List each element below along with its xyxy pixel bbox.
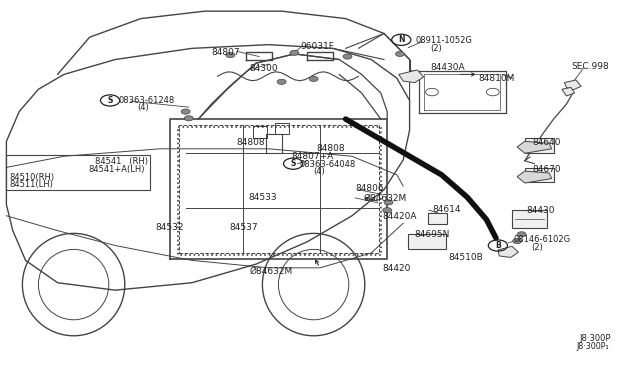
Text: 96031F: 96031F xyxy=(301,42,335,51)
Polygon shape xyxy=(399,70,424,83)
Text: 84695N: 84695N xyxy=(415,230,450,239)
Text: S: S xyxy=(291,159,296,168)
Text: 84300: 84300 xyxy=(250,64,278,73)
Polygon shape xyxy=(562,87,575,96)
Text: 84614: 84614 xyxy=(432,205,461,214)
Text: 84640: 84640 xyxy=(532,138,561,147)
Text: 84541+A(LH): 84541+A(LH) xyxy=(88,165,145,174)
Text: 84541   (RH): 84541 (RH) xyxy=(95,157,148,166)
Text: 84670: 84670 xyxy=(532,165,561,174)
Text: 84510(RH): 84510(RH) xyxy=(10,173,55,182)
Circle shape xyxy=(517,232,526,237)
Circle shape xyxy=(396,51,404,57)
Text: (2): (2) xyxy=(431,44,442,53)
Text: 08911-1052G: 08911-1052G xyxy=(416,36,473,45)
Text: 84510B: 84510B xyxy=(448,253,483,262)
Circle shape xyxy=(184,116,193,121)
Text: (4): (4) xyxy=(314,167,325,176)
Text: B: B xyxy=(495,241,500,250)
Text: 84533: 84533 xyxy=(248,193,277,202)
Text: Ø84632M: Ø84632M xyxy=(364,193,407,202)
Circle shape xyxy=(384,200,393,205)
Text: Ø84632M: Ø84632M xyxy=(250,267,293,276)
Text: 84807+A: 84807+A xyxy=(291,152,333,161)
Circle shape xyxy=(383,208,392,213)
Text: J8·300P₁: J8·300P₁ xyxy=(576,342,609,351)
Circle shape xyxy=(513,238,522,244)
Text: 84808: 84808 xyxy=(237,138,266,147)
Circle shape xyxy=(226,52,235,58)
Text: 84808: 84808 xyxy=(317,144,346,153)
Text: 08363-64048: 08363-64048 xyxy=(300,160,356,169)
Text: 84810M: 84810M xyxy=(479,74,515,83)
Text: 08146-6102G: 08146-6102G xyxy=(513,235,570,244)
Text: (4): (4) xyxy=(138,103,149,112)
Text: 84420: 84420 xyxy=(383,264,411,273)
Polygon shape xyxy=(517,141,552,153)
Text: 84532: 84532 xyxy=(156,223,184,232)
Text: 84511(LH): 84511(LH) xyxy=(10,180,54,189)
Bar xyxy=(6,155,150,190)
Polygon shape xyxy=(498,246,518,257)
Text: N: N xyxy=(398,35,404,44)
Text: (2): (2) xyxy=(531,243,543,252)
Bar xyxy=(428,213,447,224)
Text: 84430: 84430 xyxy=(526,206,555,215)
Circle shape xyxy=(290,50,299,55)
Text: S: S xyxy=(108,96,113,105)
Circle shape xyxy=(309,76,318,81)
Bar xyxy=(525,138,554,153)
Bar xyxy=(525,168,554,182)
Text: J8·300P: J8·300P xyxy=(579,334,611,343)
Circle shape xyxy=(277,79,286,84)
Text: 84806: 84806 xyxy=(355,185,384,193)
Text: 84537: 84537 xyxy=(229,223,258,232)
Text: 08363-61248: 08363-61248 xyxy=(118,96,175,105)
Circle shape xyxy=(181,109,190,114)
Circle shape xyxy=(343,54,352,59)
Text: 84430A: 84430A xyxy=(430,63,465,72)
Text: 84420A: 84420A xyxy=(383,212,417,221)
Polygon shape xyxy=(564,80,581,90)
Polygon shape xyxy=(517,171,552,183)
Text: SEC.998: SEC.998 xyxy=(571,62,609,71)
Text: 84807: 84807 xyxy=(211,48,240,57)
Bar xyxy=(512,210,547,228)
Bar xyxy=(408,234,446,249)
